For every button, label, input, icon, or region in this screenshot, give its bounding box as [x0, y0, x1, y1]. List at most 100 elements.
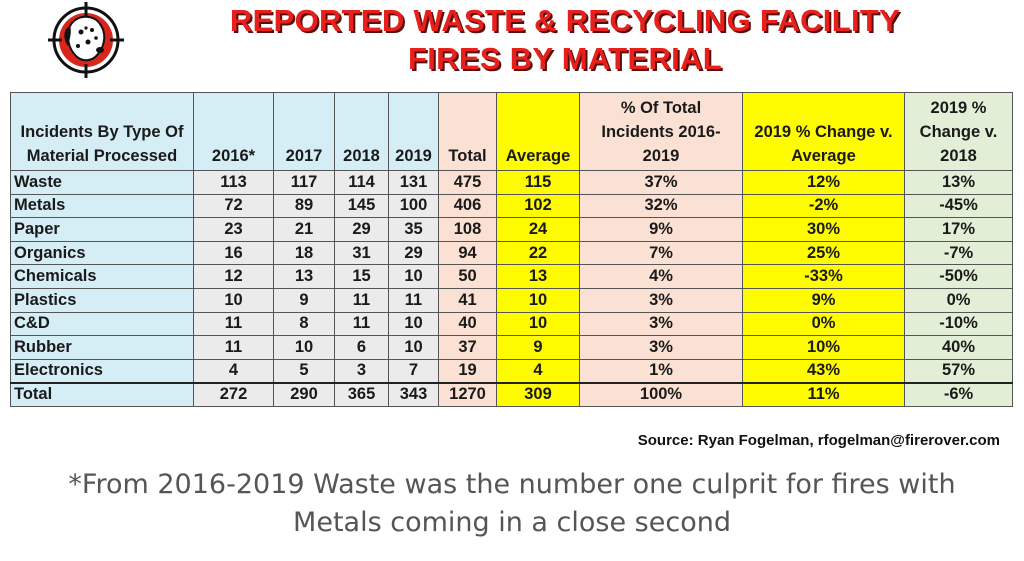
table-cell: 113 — [193, 170, 274, 195]
table-cell: 18 — [273, 240, 335, 266]
table-cell: 37 — [438, 335, 497, 360]
table-cell: 13 — [496, 264, 580, 289]
table-cell: 13 — [273, 264, 335, 289]
table-cell: 102 — [496, 193, 580, 219]
table-cell: 57% — [904, 358, 1013, 384]
title-line-2: FIRES BY MATERIAL — [408, 41, 722, 76]
footnote: *From 2016-2019 Waste was the number one… — [0, 466, 1024, 542]
table-cell: 108 — [438, 217, 497, 242]
table-cell: 43% — [742, 358, 905, 384]
table-cell: 4 — [496, 358, 580, 384]
table-cell: -45% — [904, 193, 1013, 219]
table-cell: 114 — [334, 170, 389, 195]
table-cell: 32% — [579, 193, 743, 219]
column-header: Incidents By Type Of Material Processed — [10, 92, 194, 171]
table-row: Organics 16 18 31 29 94 22 7% 25% -7% — [10, 240, 1013, 266]
table-cell: 72 — [193, 193, 274, 219]
table-row: Metals 72 89 145 100 406 102 32% -2% -45% — [10, 193, 1013, 219]
table-cell: -10% — [904, 311, 1013, 337]
column-header: 2019 % Change v. Average — [742, 92, 905, 171]
table-cell: 11 — [193, 335, 274, 360]
table-cell: 10 — [273, 335, 335, 360]
table-cell: 40 — [438, 311, 497, 337]
page-title: REPORTED WASTE & RECYCLING FACILITY FIRE… — [130, 2, 1000, 78]
column-header: 2019 — [388, 92, 439, 171]
row-label: Waste — [10, 170, 194, 195]
table-cell: -6% — [904, 381, 1013, 407]
table-cell: 31 — [334, 240, 389, 266]
table-cell: 11% — [742, 381, 905, 407]
table-cell: 50 — [438, 264, 497, 289]
table-cell: 9% — [742, 287, 905, 313]
table-cell: 24 — [496, 217, 580, 242]
table-cell: 10 — [496, 311, 580, 337]
table-cell: 9 — [273, 287, 335, 313]
table-row: Waste 113 117 114 131 475 115 37% 12% 13% — [10, 170, 1013, 195]
table-cell: 30% — [742, 217, 905, 242]
table-cell: -50% — [904, 264, 1013, 289]
table-cell: 40% — [904, 335, 1013, 360]
table-cell: 3 — [334, 358, 389, 384]
table-cell: 94 — [438, 240, 497, 266]
table-cell: 11 — [334, 311, 389, 337]
table-cell: 16 — [193, 240, 274, 266]
table-cell: 7% — [579, 240, 743, 266]
table-cell: 10 — [388, 264, 439, 289]
table-cell: 25% — [742, 240, 905, 266]
row-label: Total — [10, 381, 194, 407]
fires-by-material-table: Incidents By Type Of Material Processed … — [10, 92, 1013, 407]
table-cell: 9% — [579, 217, 743, 242]
table-cell: 19 — [438, 358, 497, 384]
table-cell: 15 — [334, 264, 389, 289]
table-cell: 290 — [273, 381, 335, 407]
table-cell: 3% — [579, 311, 743, 337]
table-cell: 8 — [273, 311, 335, 337]
table-cell: 117 — [273, 170, 335, 195]
table-cell: 35 — [388, 217, 439, 242]
table-cell: 100 — [388, 193, 439, 219]
table-cell: 0% — [742, 311, 905, 337]
table-cell: 29 — [334, 217, 389, 242]
table-cell: 11 — [334, 287, 389, 313]
row-label: Metals — [10, 193, 194, 219]
table-cell: 22 — [496, 240, 580, 266]
table-cell: 41 — [438, 287, 497, 313]
table-row: Rubber 11 10 6 10 37 9 3% 10% 40% — [10, 335, 1013, 360]
table-cell: 309 — [496, 381, 580, 407]
header-row: Incidents By Type Of Material Processed … — [10, 92, 1013, 171]
table-cell: 12 — [193, 264, 274, 289]
row-label: Organics — [10, 240, 194, 266]
table-cell: 406 — [438, 193, 497, 219]
table-cell: 11 — [388, 287, 439, 313]
table-cell: 12% — [742, 170, 905, 195]
column-header: % Of Total Incidents 2016-2019 — [579, 92, 743, 171]
table-cell: 131 — [388, 170, 439, 195]
table-cell: 365 — [334, 381, 389, 407]
table-cell: 10 — [388, 311, 439, 337]
table-cell: 23 — [193, 217, 274, 242]
table-cell: -33% — [742, 264, 905, 289]
table-cell: 145 — [334, 193, 389, 219]
table-cell: 10% — [742, 335, 905, 360]
table-cell: 100% — [579, 381, 743, 407]
row-label: C&D — [10, 311, 194, 337]
table-cell: 89 — [273, 193, 335, 219]
column-header: 2019 % Change v. 2018 — [904, 92, 1013, 171]
title-line-1: REPORTED WASTE & RECYCLING FACILITY — [229, 3, 901, 38]
row-label: Rubber — [10, 335, 194, 360]
table-row: Chemicals 12 13 15 10 50 13 4% -33% -50% — [10, 264, 1013, 289]
table-cell: 272 — [193, 381, 274, 407]
table-cell: 29 — [388, 240, 439, 266]
table-cell: 3% — [579, 287, 743, 313]
table-cell: 10 — [193, 287, 274, 313]
footnote-line-2: Metals coming in a close second — [293, 507, 731, 538]
table-cell: 0% — [904, 287, 1013, 313]
table-cell: -2% — [742, 193, 905, 219]
table-cell: -7% — [904, 240, 1013, 266]
table-row: Paper 23 21 29 35 108 24 9% 30% 17% — [10, 217, 1013, 242]
table-cell: 4 — [193, 358, 274, 384]
source-credit: Source: Ryan Fogelman, rfogelman@firerov… — [637, 432, 1000, 449]
row-label: Paper — [10, 217, 194, 242]
footnote-line-1: *From 2016-2019 Waste was the number one… — [68, 469, 956, 500]
table-cell: 10 — [388, 335, 439, 360]
